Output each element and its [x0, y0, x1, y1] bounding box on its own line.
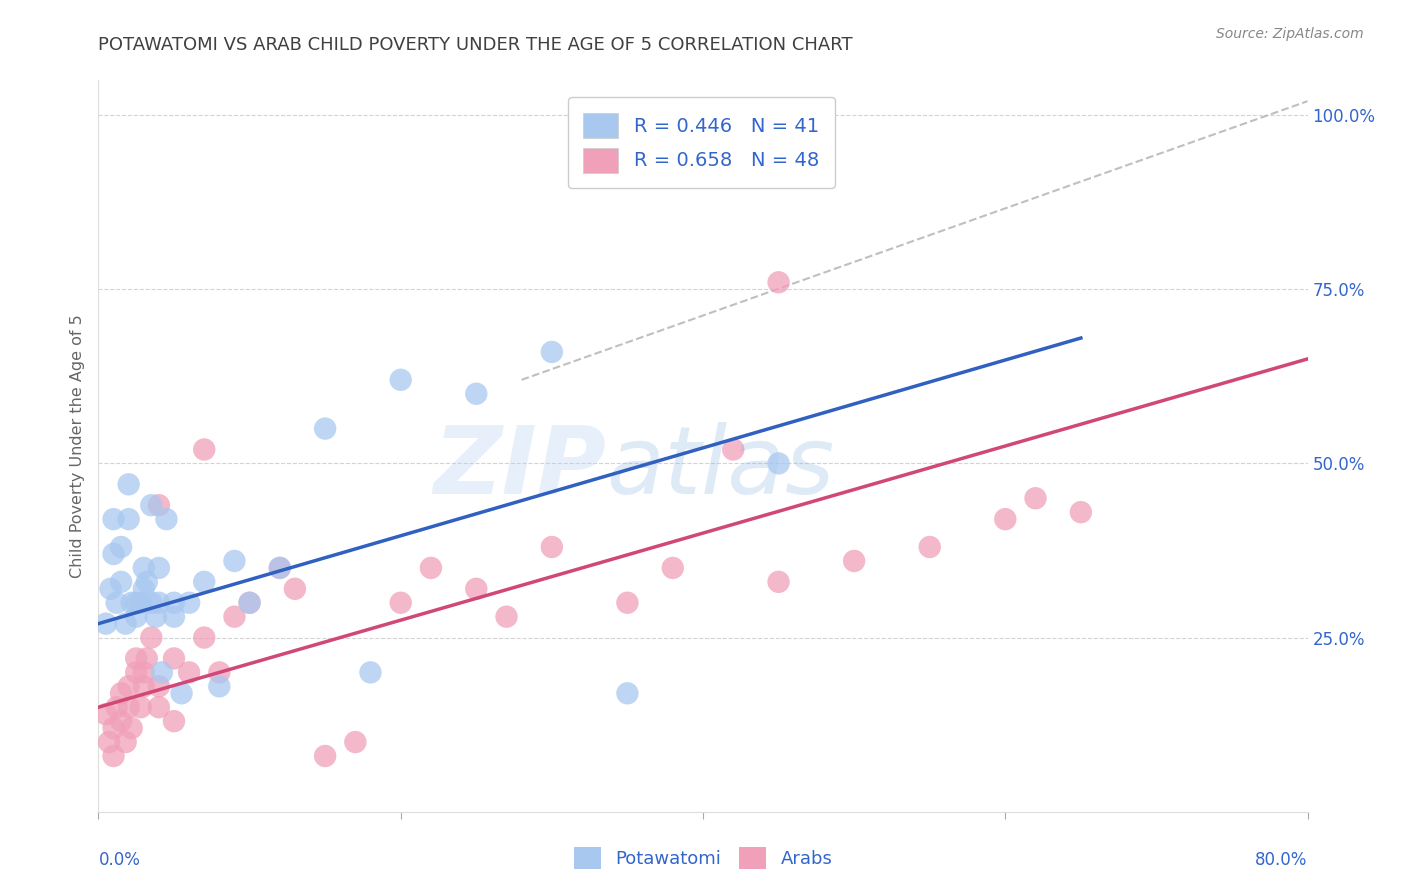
Point: [269, 561, 291, 575]
Point: [155, 512, 177, 526]
Point: [844, 554, 866, 568]
Point: [103, 749, 125, 764]
Point: [110, 540, 132, 554]
Point: [118, 679, 141, 693]
Point: [768, 457, 790, 471]
Point: [135, 651, 157, 665]
Text: ZIP: ZIP: [433, 422, 606, 514]
Point: [389, 373, 412, 387]
Point: [465, 582, 488, 596]
Point: [114, 616, 136, 631]
Point: [148, 561, 170, 575]
Point: [179, 596, 201, 610]
Point: [103, 512, 125, 526]
Legend: Potawatomi, Arabs: Potawatomi, Arabs: [565, 838, 841, 879]
Point: [110, 574, 132, 589]
Point: [121, 721, 143, 735]
Point: [193, 442, 215, 457]
Point: [994, 512, 1017, 526]
Point: [1024, 491, 1046, 506]
Point: [110, 686, 132, 700]
Point: [314, 749, 336, 764]
Point: [129, 700, 152, 714]
Point: [224, 554, 246, 568]
Point: [141, 596, 163, 610]
Point: [121, 596, 143, 610]
Point: [661, 561, 683, 575]
Point: [208, 679, 231, 693]
Point: [239, 596, 262, 610]
Point: [344, 735, 367, 749]
Text: POTAWATOMI VS ARAB CHILD POVERTY UNDER THE AGE OF 5 CORRELATION CHART: POTAWATOMI VS ARAB CHILD POVERTY UNDER T…: [98, 36, 853, 54]
Point: [94, 616, 117, 631]
Point: [132, 679, 155, 693]
Text: atlas: atlas: [606, 423, 835, 514]
Point: [163, 609, 186, 624]
Point: [114, 735, 136, 749]
Point: [420, 561, 443, 575]
Point: [163, 714, 186, 728]
Point: [616, 596, 638, 610]
Point: [208, 665, 231, 680]
Point: [135, 574, 157, 589]
Point: [105, 596, 128, 610]
Point: [118, 700, 141, 714]
Point: [132, 582, 155, 596]
Point: [193, 631, 215, 645]
Legend: R = 0.446   N = 41, R = 0.658   N = 48: R = 0.446 N = 41, R = 0.658 N = 48: [568, 97, 835, 188]
Point: [723, 442, 745, 457]
Point: [141, 631, 163, 645]
Point: [540, 540, 562, 554]
Point: [105, 700, 128, 714]
Point: [193, 574, 215, 589]
Point: [616, 686, 638, 700]
Point: [540, 345, 562, 359]
Point: [224, 609, 246, 624]
Point: [150, 665, 173, 680]
Point: [768, 275, 790, 289]
Point: [145, 609, 167, 624]
Point: [170, 686, 193, 700]
Point: [148, 679, 170, 693]
Point: [98, 735, 121, 749]
Point: [148, 498, 170, 512]
Point: [269, 561, 291, 575]
Y-axis label: Child Poverty Under the Age of 5: Child Poverty Under the Age of 5: [69, 314, 84, 578]
Point: [132, 665, 155, 680]
Point: [125, 609, 148, 624]
Point: [495, 609, 517, 624]
Point: [118, 512, 141, 526]
Text: 0.0%: 0.0%: [98, 851, 141, 869]
Point: [100, 582, 122, 596]
Point: [918, 540, 941, 554]
Point: [132, 561, 155, 575]
Text: 80.0%: 80.0%: [1256, 851, 1308, 869]
Point: [103, 721, 125, 735]
Point: [360, 665, 382, 680]
Point: [129, 596, 152, 610]
Text: Source: ZipAtlas.com: Source: ZipAtlas.com: [1216, 27, 1364, 41]
Point: [163, 651, 186, 665]
Point: [465, 386, 488, 401]
Point: [239, 596, 262, 610]
Point: [179, 665, 201, 680]
Point: [94, 707, 117, 722]
Point: [148, 700, 170, 714]
Point: [314, 421, 336, 435]
Point: [110, 714, 132, 728]
Point: [118, 477, 141, 491]
Point: [1070, 505, 1092, 519]
Point: [571, 150, 593, 164]
Point: [148, 596, 170, 610]
Point: [141, 498, 163, 512]
Point: [125, 665, 148, 680]
Point: [389, 596, 412, 610]
Point: [163, 596, 186, 610]
Point: [103, 547, 125, 561]
Point: [125, 596, 148, 610]
Point: [125, 651, 148, 665]
Point: [284, 582, 307, 596]
Point: [768, 574, 790, 589]
